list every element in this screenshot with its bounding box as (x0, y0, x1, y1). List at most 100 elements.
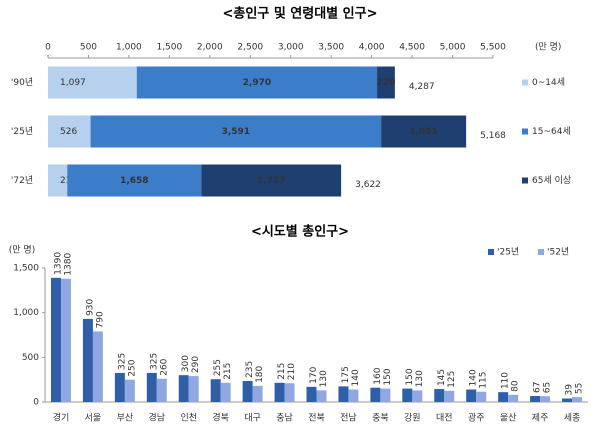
total-label: 4,287 (409, 82, 435, 92)
bar (220, 382, 231, 402)
legend-swatch (538, 249, 544, 255)
data-label: 3,591 (222, 127, 250, 137)
bar (508, 394, 519, 402)
data-label: 110 (501, 372, 511, 389)
bar-segment (48, 66, 137, 99)
data-label: 145 (437, 369, 447, 386)
x-tick-label: 3,000 (278, 43, 304, 53)
data-label: 160 (373, 367, 383, 384)
data-label: 1,658 (120, 176, 148, 186)
x-tick-label: 대전 (436, 413, 453, 424)
bar (92, 331, 103, 402)
bar (274, 382, 285, 402)
bar (476, 391, 487, 402)
data-label: 300 (181, 355, 191, 372)
chart-title: <시도별 총인구> (251, 224, 349, 240)
x-tick-label: 충남 (276, 413, 293, 424)
x-axis-label: (만 명) (535, 42, 561, 53)
data-label: 290 (191, 356, 201, 373)
data-label: 115 (479, 372, 489, 389)
data-label: 790 (95, 311, 105, 328)
legend-label: '25년 (497, 247, 519, 258)
total-label: 3,622 (355, 180, 381, 190)
y-tick-label: 500 (22, 353, 39, 363)
x-tick-label: 충북 (372, 413, 389, 424)
bar (210, 379, 221, 402)
bar-segment (381, 115, 467, 148)
x-tick-label: 5,000 (440, 43, 466, 53)
data-label: 39 (565, 384, 575, 396)
data-label: 220 (377, 78, 396, 88)
bar (284, 383, 295, 402)
x-tick-label: 제주 (532, 413, 549, 424)
data-label: 1,097 (60, 78, 86, 88)
bar (562, 398, 573, 402)
legend-swatch (522, 79, 528, 86)
data-label: 235 (245, 361, 255, 378)
x-tick-label: 부산 (117, 413, 134, 424)
x-tick-label: 광주 (468, 412, 485, 424)
x-tick-label: 전남 (340, 413, 357, 424)
bar (348, 389, 359, 402)
data-label: 2,970 (243, 78, 271, 88)
bar (572, 397, 583, 402)
data-label: 150 (405, 368, 415, 385)
x-tick-label: 전북 (308, 413, 325, 424)
legend-swatch (522, 128, 528, 135)
x-tick-label: 경남 (149, 412, 166, 424)
bar (188, 376, 199, 402)
bar-segment (48, 115, 91, 148)
y-tick-label: 1,500 (13, 264, 39, 274)
bar (306, 386, 317, 402)
data-label: 325 (149, 353, 159, 370)
data-label: 210 (287, 363, 297, 380)
bar (530, 396, 541, 402)
bar (316, 390, 327, 402)
x-tick-label: 경북 (212, 412, 229, 424)
chart-title: <총인구 및 연령대별 인구> (223, 6, 378, 22)
bar (60, 278, 71, 402)
bar (114, 372, 125, 402)
data-label: 140 (351, 369, 361, 386)
data-label: 150 (383, 368, 393, 385)
y-axis-label: (만 명) (9, 245, 35, 256)
bar (146, 372, 157, 402)
data-label: 80 (511, 380, 521, 392)
data-label: 930 (85, 298, 95, 315)
x-tick-label: 1,000 (116, 43, 142, 53)
y-tick-label: '90년 (11, 77, 33, 88)
bar (444, 390, 455, 402)
legend-label: 65세 이상 (532, 175, 571, 186)
legend-label: 0~14세 (532, 77, 565, 88)
x-tick-label: 울산 (500, 413, 517, 424)
x-tick-label: 인천 (180, 413, 197, 424)
y-tick-label: '25년 (11, 126, 33, 137)
bar (434, 389, 445, 402)
data-label: 67 (533, 382, 543, 393)
bar (338, 386, 349, 402)
data-label: 255 (213, 359, 223, 376)
legend-swatch (522, 177, 528, 184)
legend-label: 15~64세 (532, 126, 571, 137)
y-tick-label: 0 (33, 398, 39, 408)
data-label: 55 (575, 383, 585, 394)
y-tick-label: '72년 (11, 175, 33, 186)
x-tick-label: 세종 (564, 413, 581, 424)
data-label: 260 (159, 358, 169, 375)
data-label: 140 (469, 369, 479, 386)
x-tick-label: 4,500 (399, 43, 425, 53)
bar (178, 375, 189, 402)
bar-segment (136, 66, 378, 99)
bar (252, 385, 263, 402)
data-label: 125 (447, 371, 457, 388)
x-tick-label: 경기 (53, 412, 70, 424)
data-label: 1390 (53, 252, 63, 275)
data-label: 130 (319, 370, 329, 387)
x-tick-label: 4,000 (359, 43, 385, 53)
bar-segment (201, 164, 342, 197)
data-label: 1,051 (409, 127, 437, 137)
x-tick-label: 0 (45, 43, 51, 53)
x-tick-label: 3,500 (318, 43, 344, 53)
bar-segment (67, 164, 202, 197)
